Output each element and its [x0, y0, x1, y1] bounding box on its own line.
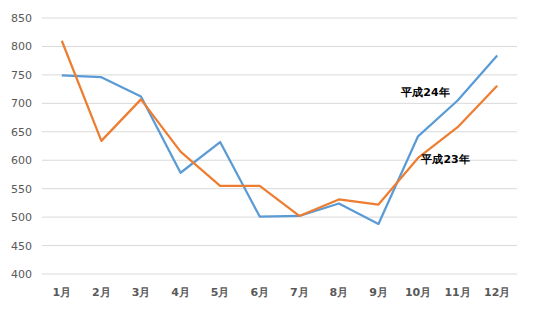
x-tick-label: 9月	[369, 286, 388, 299]
y-tick-label: 650	[11, 126, 32, 139]
x-tick-label: 3月	[132, 286, 151, 299]
x-tick-label: 7月	[290, 286, 309, 299]
x-tick-label: 1月	[52, 286, 71, 299]
grid-line	[42, 131, 517, 132]
y-tick-label: 400	[11, 268, 32, 281]
series-line	[62, 41, 497, 216]
y-tick-label: 700	[11, 97, 32, 110]
series-label: 平成23年	[420, 153, 469, 166]
y-tick-label: 550	[11, 183, 32, 196]
y-tick-label: 600	[11, 154, 32, 167]
x-tick-label: 6月	[250, 286, 269, 299]
y-tick-label: 850	[11, 12, 32, 25]
x-tick-label: 8月	[330, 286, 349, 299]
grid-line	[42, 18, 517, 19]
y-tick-label: 500	[11, 211, 32, 224]
x-tick-label: 10月	[405, 286, 431, 299]
x-tick-label: 11月	[444, 286, 470, 299]
chart-svg: 400 450 500 550 600 650 700 750 800 850 1月 2月 3月 4月 5月…	[0, 0, 535, 310]
grid-line	[42, 274, 517, 275]
y-tick-label: 800	[11, 40, 32, 53]
series-label: 平成24年	[400, 86, 449, 99]
y-tick-label: 750	[11, 69, 32, 82]
x-tick-label: 2月	[92, 286, 111, 299]
series-line	[62, 56, 497, 224]
grid-line	[42, 46, 517, 47]
x-tick-label: 5月	[211, 286, 230, 299]
grid-line	[42, 245, 517, 246]
x-tick-label: 12月	[484, 286, 510, 299]
y-tick-label: 450	[11, 240, 32, 253]
grid-line	[42, 188, 517, 189]
plot-lines	[62, 41, 497, 224]
grid-line	[42, 74, 517, 75]
chart-container: 400 450 500 550 600 650 700 750 800 850 1月 2月 3月 4月 5月…	[0, 0, 535, 310]
grid-line	[42, 103, 517, 104]
x-tick-label: 4月	[171, 286, 190, 299]
